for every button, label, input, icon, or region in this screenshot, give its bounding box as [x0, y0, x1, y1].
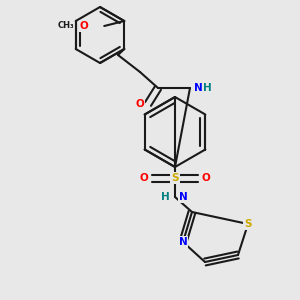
Text: S: S — [171, 173, 179, 183]
Text: H: H — [203, 83, 212, 93]
Text: O: O — [140, 173, 148, 183]
Text: O: O — [136, 99, 144, 109]
Text: N: N — [194, 83, 203, 93]
Text: O: O — [80, 21, 88, 31]
Text: S: S — [244, 219, 252, 229]
Text: O: O — [202, 173, 210, 183]
Text: CH₃: CH₃ — [58, 22, 75, 31]
Text: H: H — [161, 192, 170, 202]
Text: N: N — [178, 237, 188, 247]
Text: N: N — [179, 192, 188, 202]
